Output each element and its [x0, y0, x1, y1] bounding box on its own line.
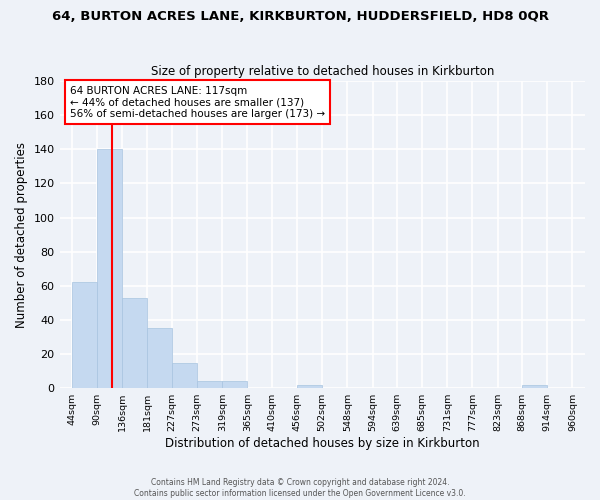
Y-axis label: Number of detached properties: Number of detached properties — [15, 142, 28, 328]
Bar — [297, 385, 322, 388]
Bar — [122, 298, 147, 388]
Bar — [72, 282, 97, 388]
Text: Contains HM Land Registry data © Crown copyright and database right 2024.
Contai: Contains HM Land Registry data © Crown c… — [134, 478, 466, 498]
Title: Size of property relative to detached houses in Kirkburton: Size of property relative to detached ho… — [151, 66, 494, 78]
Bar — [223, 382, 247, 388]
X-axis label: Distribution of detached houses by size in Kirkburton: Distribution of detached houses by size … — [165, 437, 479, 450]
Bar — [147, 328, 172, 388]
Bar — [172, 362, 197, 388]
Bar — [522, 385, 547, 388]
Bar — [97, 150, 122, 388]
Text: 64 BURTON ACRES LANE: 117sqm
← 44% of detached houses are smaller (137)
56% of s: 64 BURTON ACRES LANE: 117sqm ← 44% of de… — [70, 86, 325, 119]
Bar — [197, 382, 223, 388]
Text: 64, BURTON ACRES LANE, KIRKBURTON, HUDDERSFIELD, HD8 0QR: 64, BURTON ACRES LANE, KIRKBURTON, HUDDE… — [52, 10, 548, 23]
